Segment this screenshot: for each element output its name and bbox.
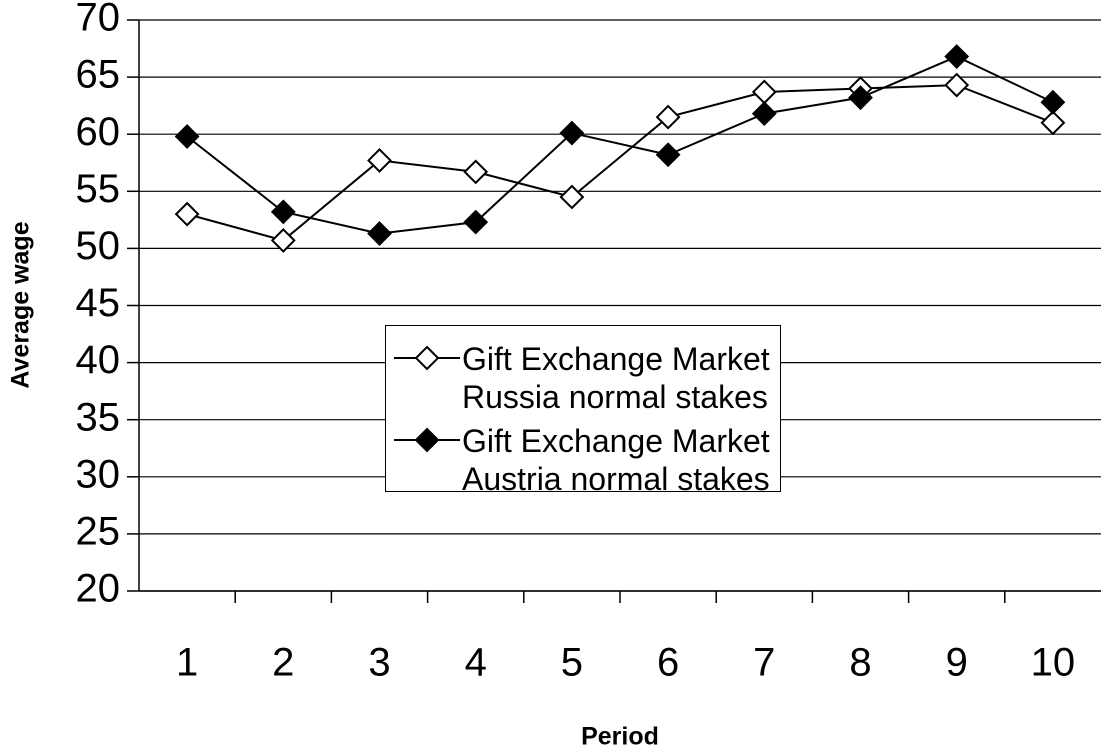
x-tick-label: 6 <box>657 641 679 685</box>
data-point <box>751 101 777 127</box>
y-tick-label: 50 <box>76 224 121 268</box>
y-tick-label: 55 <box>76 167 121 211</box>
y-tick-label: 70 <box>76 0 121 40</box>
data-point <box>751 79 777 105</box>
legend-entry: Gift Exchange Market Austria normal stak… <box>392 422 780 498</box>
y-axis-title: Average wage <box>7 221 35 388</box>
x-tick-label: 4 <box>465 641 487 685</box>
data-point <box>367 221 392 246</box>
y-tick-label: 40 <box>76 338 121 382</box>
y-tick-label: 25 <box>76 509 121 553</box>
x-tick-label: 8 <box>849 641 871 685</box>
legend-label: Gift Exchange Market Austria normal stak… <box>462 423 770 497</box>
data-point <box>270 227 296 253</box>
data-point <box>655 104 681 130</box>
data-point <box>944 44 970 69</box>
x-tick-label: 9 <box>946 641 968 685</box>
data-point <box>1040 89 1066 115</box>
legend-label: Gift Exchange Market Russia normal stake… <box>462 341 770 415</box>
x-tick-label: 5 <box>561 641 583 685</box>
data-point <box>367 148 392 173</box>
series-line <box>186 84 1054 242</box>
y-tick-label: 60 <box>76 110 121 154</box>
x-tick-label: 7 <box>753 641 775 685</box>
legend-marker <box>414 427 440 453</box>
legend-swatch <box>394 345 460 371</box>
data-point <box>559 184 585 210</box>
data-point <box>463 209 489 235</box>
x-tick-label: 3 <box>368 641 390 685</box>
data-point <box>1040 110 1066 136</box>
legend-swatch <box>394 427 460 453</box>
data-point <box>848 85 873 111</box>
legend-entry: Gift Exchange Market Russia normal stake… <box>392 340 780 416</box>
y-tick-label: 20 <box>76 567 121 611</box>
y-tick-label: 45 <box>76 281 121 325</box>
legend-marker <box>414 345 440 371</box>
x-axis-title: Period <box>581 723 659 751</box>
data-point <box>655 142 681 168</box>
data-point <box>463 159 489 185</box>
x-tick-label: 10 <box>1031 641 1076 685</box>
y-tick-label: 65 <box>76 53 121 97</box>
y-tick-label: 30 <box>76 452 121 496</box>
data-point <box>944 72 970 98</box>
x-tick-label: 1 <box>176 641 198 685</box>
series-line <box>186 55 1054 235</box>
data-point <box>174 201 200 227</box>
data-point <box>270 199 296 225</box>
data-point <box>559 120 585 146</box>
x-tick-label: 2 <box>272 641 294 685</box>
data-point <box>174 124 200 149</box>
legend: Gift Exchange Market Russia normal stake… <box>385 325 781 497</box>
y-tick-label: 35 <box>76 395 121 439</box>
